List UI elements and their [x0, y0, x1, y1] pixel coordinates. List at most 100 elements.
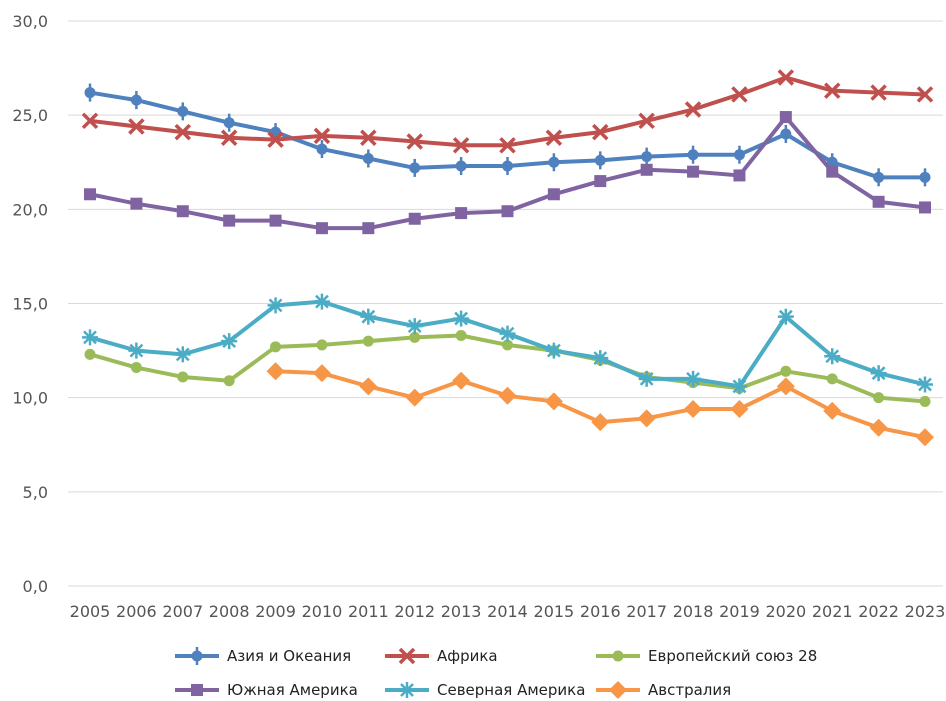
data-point — [777, 69, 795, 86]
series-Южная Америка — [84, 111, 931, 235]
data-point — [223, 375, 235, 387]
data-point — [452, 371, 471, 390]
data-point — [777, 308, 794, 325]
data-point — [315, 222, 328, 235]
legend-label: Южная Америка — [227, 681, 358, 699]
x-tick-label: 2020 — [765, 602, 806, 621]
legend-item: Австралия — [596, 681, 731, 699]
y-tick-label: 30,0 — [12, 12, 48, 31]
data-point — [176, 205, 189, 218]
data-point — [640, 163, 653, 176]
data-point — [362, 149, 374, 168]
data-point — [84, 188, 96, 201]
data-point — [408, 212, 421, 225]
data-point — [641, 147, 653, 166]
data-point — [84, 348, 96, 360]
data-point — [733, 169, 746, 182]
data-point — [405, 388, 424, 407]
data-point — [544, 392, 563, 411]
data-point — [266, 362, 285, 381]
data-point — [612, 650, 624, 662]
x-tick-label: 2005 — [70, 602, 111, 621]
data-point — [313, 127, 331, 145]
data-point — [916, 428, 934, 447]
data-point — [269, 214, 282, 227]
legend-item: Африка — [385, 647, 498, 665]
data-point — [362, 222, 375, 235]
data-point — [174, 346, 191, 363]
data-point — [545, 129, 563, 147]
data-point — [399, 682, 415, 698]
data-point — [223, 113, 235, 132]
data-point — [730, 399, 749, 418]
data-point — [130, 91, 142, 110]
x-tick-label: 2023 — [905, 602, 946, 621]
legend-label: Северная Америка — [437, 681, 585, 699]
data-point — [406, 318, 423, 335]
data-point — [81, 112, 99, 130]
y-tick-label: 0,0 — [23, 577, 48, 596]
series-Африка — [81, 69, 934, 154]
data-point — [409, 158, 421, 177]
x-tick-label: 2015 — [534, 602, 575, 621]
data-point — [684, 101, 702, 118]
data-point — [191, 684, 203, 696]
data-point — [684, 399, 703, 418]
data-point — [312, 364, 331, 383]
data-point — [872, 195, 885, 208]
data-point — [453, 310, 470, 327]
data-point — [177, 371, 189, 383]
data-point — [502, 339, 513, 351]
data-point — [917, 376, 933, 393]
data-point — [313, 293, 330, 310]
data-point — [362, 335, 374, 347]
data-point — [360, 129, 377, 147]
data-point — [870, 84, 887, 101]
y-axis-tick-labels: 0,0 5,0 10,0 15,0 20,0 25,0 30,0 — [12, 12, 48, 596]
x-tick-label: 2007 — [162, 602, 203, 621]
data-point — [873, 392, 885, 404]
y-tick-label: 15,0 — [12, 295, 48, 314]
x-tick-label: 2018 — [673, 602, 714, 621]
data-point — [733, 145, 745, 164]
data-point — [174, 123, 192, 141]
data-point — [455, 330, 467, 342]
x-tick-label: 2008 — [209, 602, 250, 621]
legend-label: Европейский союз 28 — [648, 647, 817, 665]
y-tick-label: 20,0 — [12, 200, 48, 219]
data-point — [731, 86, 748, 103]
data-point — [609, 681, 627, 699]
data-point — [779, 111, 792, 124]
legend-item: Азия и Океания — [175, 647, 351, 665]
data-point — [409, 331, 421, 343]
data-point — [406, 133, 423, 150]
data-point — [919, 201, 931, 214]
data-point — [452, 137, 470, 154]
x-tick-label: 2014 — [487, 602, 528, 621]
series-lines — [81, 69, 934, 447]
y-tick-label: 5,0 — [23, 483, 48, 502]
data-point — [398, 647, 416, 665]
data-point — [547, 188, 560, 201]
data-point — [498, 386, 517, 405]
data-point — [455, 207, 468, 220]
data-point — [128, 118, 145, 135]
data-point — [316, 140, 328, 159]
series-Азия и Океания — [84, 83, 931, 187]
series-Австралия — [266, 362, 934, 447]
legend-item: Европейский союз 28 — [596, 647, 817, 665]
data-point — [548, 153, 560, 172]
data-point — [359, 377, 378, 396]
data-point — [82, 329, 98, 346]
data-point — [221, 333, 238, 350]
x-tick-label: 2022 — [858, 602, 899, 621]
series-Европейский союз 28 — [84, 330, 931, 407]
data-point — [916, 86, 934, 103]
data-point — [826, 373, 838, 385]
data-point — [267, 131, 284, 148]
data-point — [873, 168, 885, 187]
data-point — [870, 365, 887, 382]
legend-item: Южная Америка — [175, 681, 358, 699]
data-point — [826, 165, 839, 178]
